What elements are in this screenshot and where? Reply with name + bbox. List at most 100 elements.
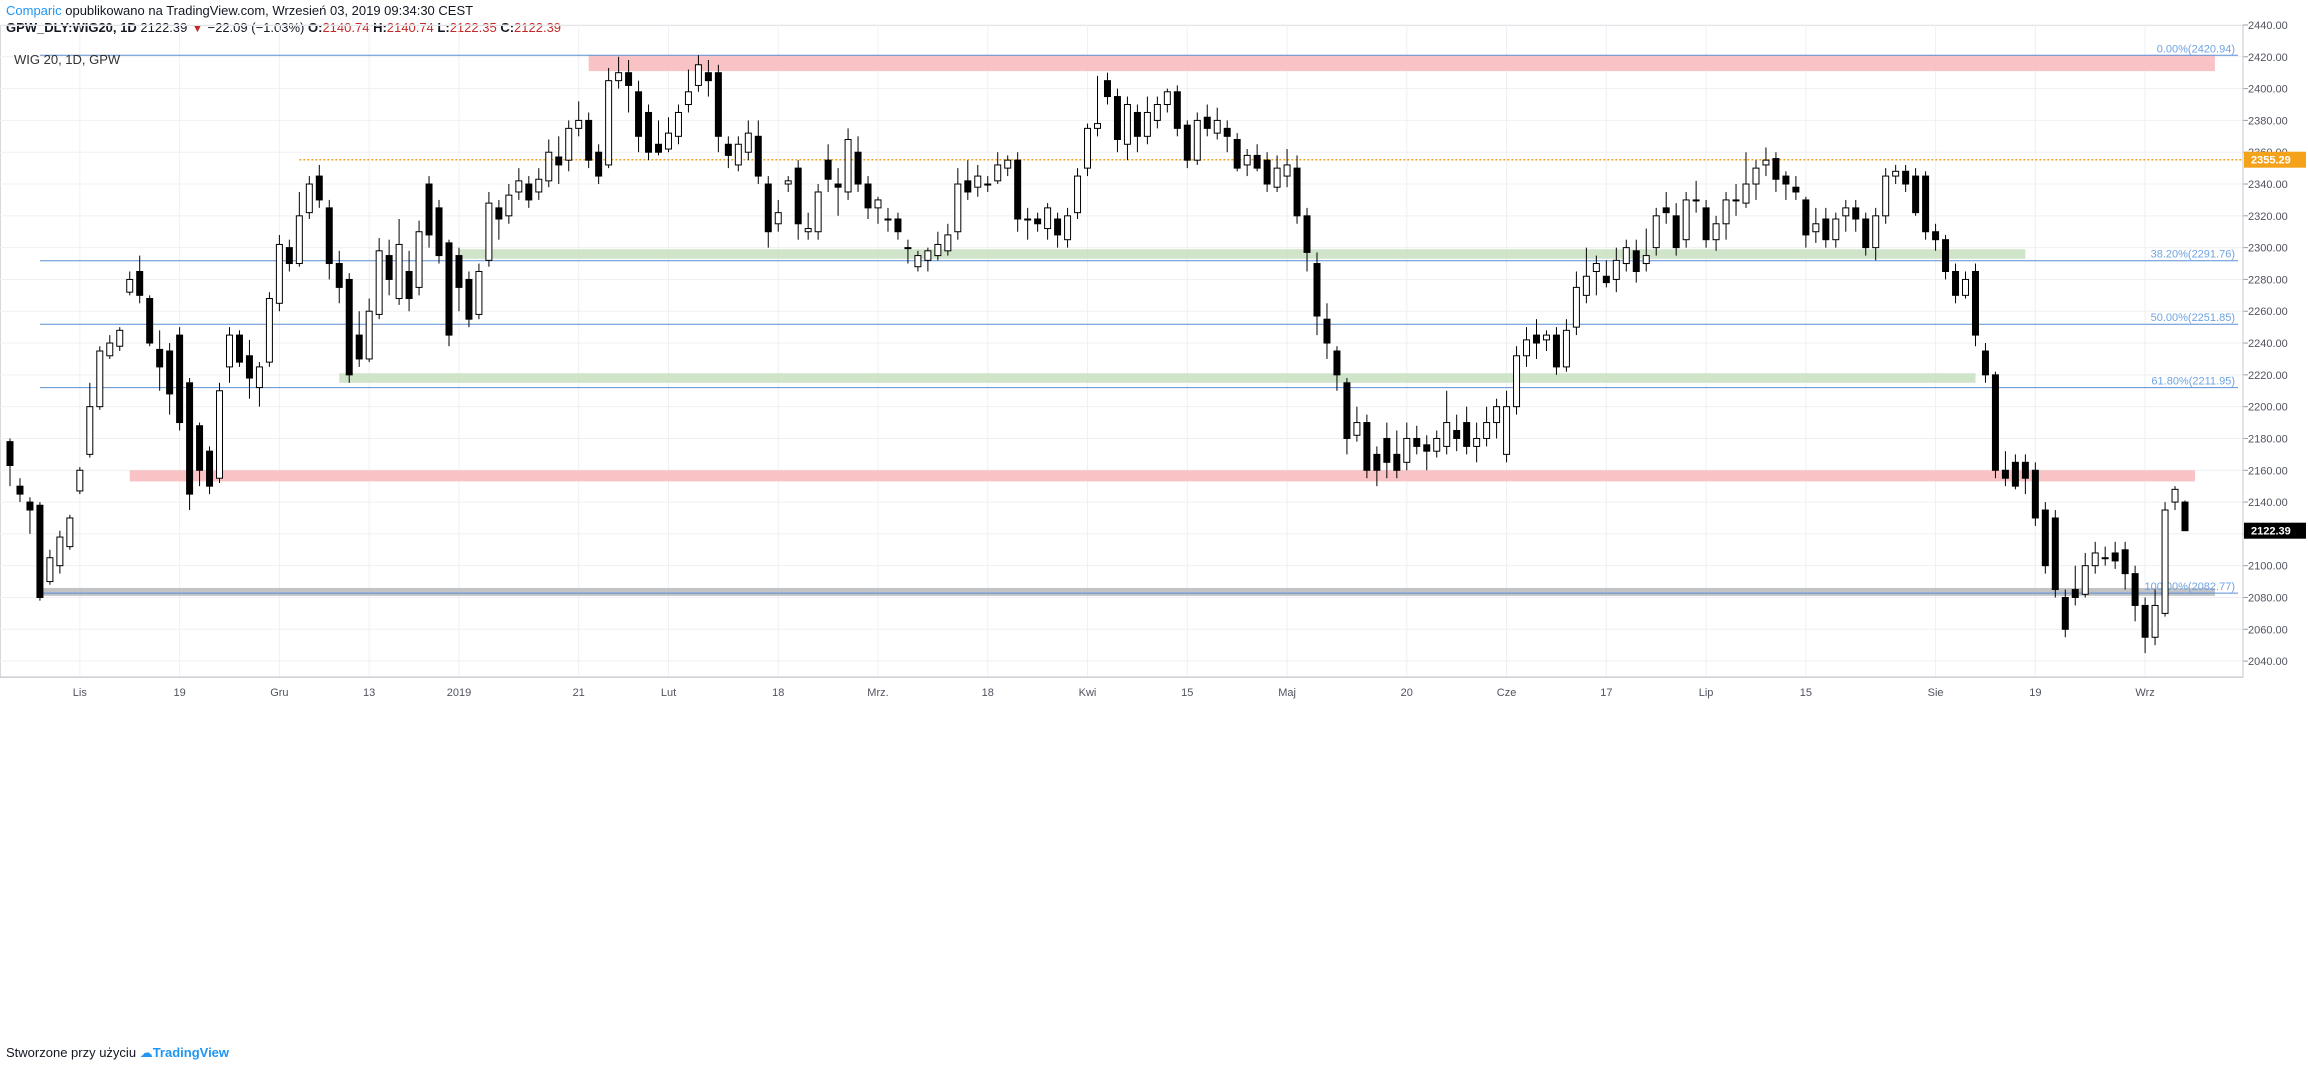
candle — [884, 207, 892, 232]
close-label: C: — [500, 20, 515, 35]
candle-body — [1473, 437, 1481, 447]
candle-body — [1971, 270, 1979, 336]
candle-body — [1233, 138, 1241, 169]
candle — [964, 160, 972, 200]
candle-body — [1712, 223, 1720, 241]
candle-body — [1373, 453, 1381, 471]
y-tick-label: 2380.00 — [2248, 115, 2288, 127]
candle — [1094, 75, 1101, 137]
candle — [106, 335, 114, 359]
candle — [325, 199, 333, 280]
support-zone — [339, 373, 1976, 383]
candle — [615, 56, 623, 89]
candle — [186, 378, 194, 511]
candle — [1971, 263, 1979, 347]
price-chart[interactable]: 2040.002060.002080.002100.002120.002140.… — [0, 0, 2308, 1040]
candle-body — [226, 334, 233, 368]
candle-body — [66, 517, 74, 548]
fib-level-label: 50.00%(2251.85) — [2151, 312, 2235, 324]
candle-body — [1363, 422, 1371, 471]
candle — [1054, 212, 1062, 248]
candle — [245, 339, 253, 399]
y-tick-label: 2400.00 — [2248, 84, 2288, 96]
candle — [1872, 207, 1880, 261]
candle — [784, 176, 792, 192]
candle — [814, 184, 822, 240]
candle-body — [1094, 123, 1101, 129]
candle-body — [914, 255, 922, 268]
candle — [1493, 398, 1501, 439]
candle-body — [395, 243, 403, 300]
candle — [1233, 133, 1241, 172]
candle — [545, 139, 553, 188]
candle-body — [2121, 549, 2129, 575]
candle-body — [1662, 207, 1670, 214]
high-value: 2140.74 — [386, 20, 434, 35]
candle-body — [2161, 509, 2169, 614]
candle — [874, 196, 882, 224]
candle — [1024, 207, 1032, 240]
candle-body — [275, 243, 283, 304]
candle — [2011, 454, 2019, 490]
candle — [1602, 260, 1610, 288]
candle-body — [2041, 509, 2049, 567]
candle — [335, 250, 343, 304]
candle-body — [1552, 334, 1560, 368]
candle-body — [1562, 329, 1570, 368]
candle — [645, 104, 653, 161]
candle-body — [385, 255, 393, 280]
candle-body — [545, 151, 553, 182]
candle — [1373, 446, 1381, 487]
symbol-label: GPW_DLY:WIG20, 1D — [6, 20, 137, 35]
candle-body — [455, 255, 463, 288]
candle — [1014, 152, 1022, 232]
candle — [1862, 212, 1870, 256]
candle — [1682, 191, 1690, 248]
candle — [894, 212, 902, 240]
candle-body — [1243, 154, 1251, 166]
candle — [575, 101, 583, 137]
footer-brand[interactable]: TradingView — [152, 1045, 230, 1060]
x-tick-label: Gru — [270, 687, 288, 699]
candle — [1922, 171, 1930, 240]
candle — [1902, 164, 1910, 192]
candle — [1642, 228, 1650, 272]
candle — [2091, 541, 2099, 574]
candle — [1453, 414, 1461, 452]
candle — [285, 239, 293, 272]
candle — [1852, 199, 1860, 232]
candle — [625, 59, 633, 113]
candle-body — [1014, 159, 1022, 220]
candle — [744, 120, 752, 161]
candle-body — [1592, 263, 1600, 272]
candle-body — [1862, 218, 1870, 249]
candle-body — [1503, 406, 1511, 455]
change-value: −22.09 (−1.03%) — [207, 20, 305, 35]
candle-body — [495, 207, 503, 220]
candle — [924, 247, 932, 272]
candle-body — [2111, 552, 2119, 562]
candle — [16, 478, 24, 503]
candle — [495, 199, 503, 240]
candle — [216, 382, 224, 483]
author-link[interactable]: Comparic — [6, 3, 62, 18]
candle — [1782, 171, 1790, 200]
candle — [455, 247, 463, 312]
candle — [36, 502, 44, 601]
candle — [385, 239, 393, 296]
candle-body — [635, 91, 643, 137]
published-text: opublikowano na TradingView.com, Wrzesie… — [61, 3, 474, 18]
candle — [1004, 155, 1012, 177]
candle — [585, 112, 593, 169]
y-tick-label: 2280.00 — [2248, 274, 2288, 286]
candle-body — [1343, 382, 1351, 439]
y-tick-label: 2340.00 — [2248, 179, 2288, 191]
candle — [505, 184, 513, 224]
candle-body — [1483, 422, 1491, 439]
candle-body — [1612, 259, 1620, 280]
candle — [1423, 435, 1431, 471]
candle — [1283, 149, 1291, 188]
candle — [1413, 425, 1421, 455]
x-tick-label: 18 — [772, 687, 784, 699]
candle — [1393, 430, 1401, 479]
